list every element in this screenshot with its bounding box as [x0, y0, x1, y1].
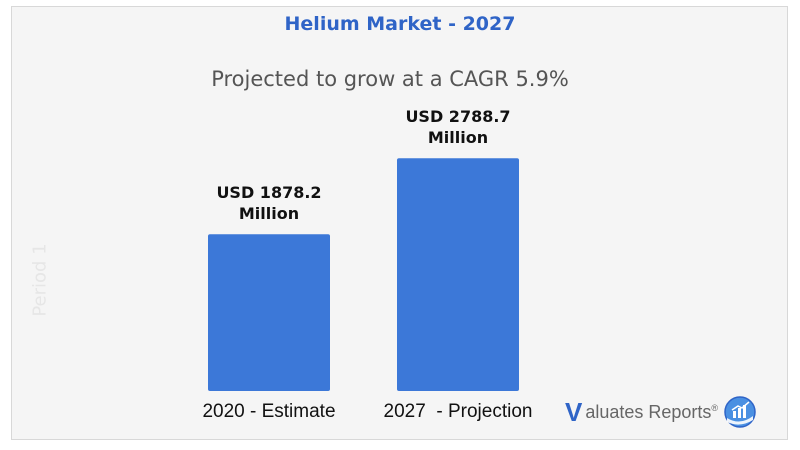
- data-label-line: Million: [238, 204, 300, 224]
- chart-title: Helium Market - 2027: [284, 13, 516, 35]
- data-label-line: Million: [427, 128, 489, 148]
- bar-2: [397, 158, 519, 391]
- valuates-logo: V aluates Reports®: [565, 396, 756, 428]
- category-label-2: 2027 - Projection: [383, 401, 533, 422]
- bar-1: [208, 234, 330, 391]
- data-label-1: USD 1878.2 Million: [189, 182, 349, 224]
- logo-mark: V: [565, 397, 583, 427]
- data-label-line: USD 1878.2: [216, 183, 322, 203]
- logo-text: aluates Reports®: [585, 401, 719, 422]
- chart-globe-icon: [724, 396, 756, 428]
- chart-subtitle: Projected to grow at a CAGR 5.9%: [211, 67, 569, 91]
- data-label-2: USD 2788.7 Million: [378, 106, 538, 148]
- data-label-line: USD 2788.7: [405, 107, 511, 127]
- category-label-1: 2020 - Estimate: [202, 401, 336, 422]
